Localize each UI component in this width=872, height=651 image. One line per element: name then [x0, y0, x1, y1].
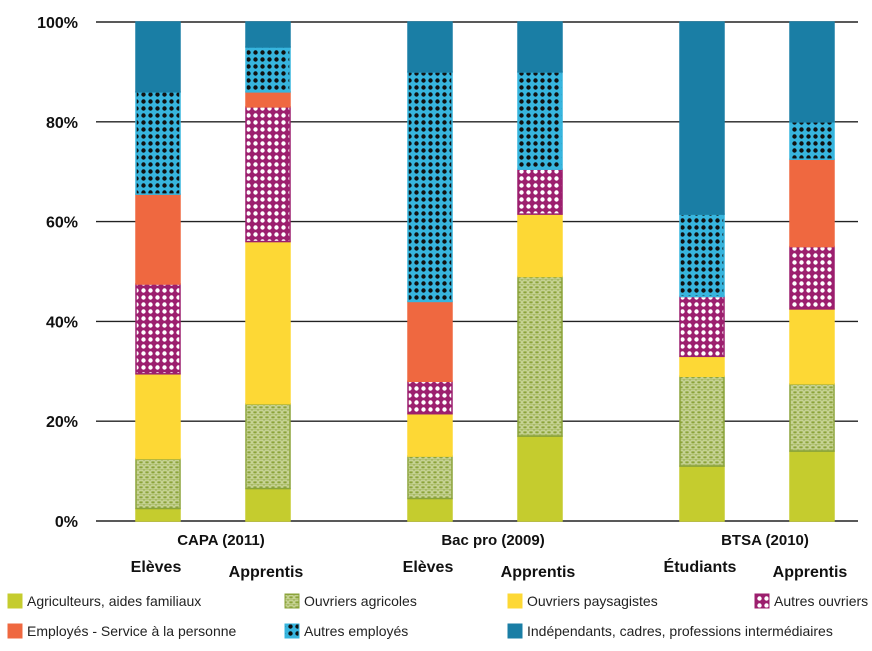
legend-swatch [507, 623, 523, 639]
bar-segment [789, 121, 835, 160]
bar-segment [245, 91, 291, 108]
legend-swatch [284, 593, 300, 609]
x-category-label: Apprentis [501, 564, 576, 581]
x-group-label: CAPA (2011) [177, 532, 265, 549]
y-tick-label: 40% [46, 314, 78, 331]
bar-segment [407, 21, 453, 73]
x-group-label: Bac pro (2009) [441, 532, 544, 549]
bar-segment [517, 21, 563, 73]
bar-segment [789, 308, 835, 385]
bar-segment [517, 71, 563, 170]
legend-swatch [7, 593, 23, 609]
bar-segment [517, 213, 563, 278]
bar-segment [679, 295, 725, 358]
y-tick-label: 80% [46, 115, 78, 132]
legend-swatch [7, 623, 23, 639]
bar-segment [789, 450, 835, 522]
bar-segment [789, 158, 835, 248]
bar-segment [245, 21, 291, 48]
bar-segment [679, 465, 725, 522]
x-group-label: BTSA (2010) [721, 532, 809, 549]
bar-segment [407, 455, 453, 500]
legend-label: Agriculteurs, aides familiaux [27, 593, 201, 609]
legend-label: Ouvriers paysagistes [527, 593, 658, 609]
legend-label: Indépendants, cadres, professions interm… [527, 623, 833, 639]
bar-segment [407, 380, 453, 415]
legend-label: Autres ouvriers [774, 593, 868, 609]
bar-segment [517, 275, 563, 437]
bar-segment [245, 487, 291, 522]
bar-segment [135, 193, 181, 285]
bar-segment [679, 21, 725, 215]
bar-segment [245, 46, 291, 93]
bar-segment [407, 300, 453, 383]
y-axis-ticks: 0% 20% 40% 60% 80% 100% [37, 15, 78, 531]
bar-segment [135, 91, 181, 195]
bar-segment [407, 497, 453, 522]
bar-segment [135, 373, 181, 460]
bar-segment [135, 283, 181, 375]
bar-segment [517, 168, 563, 215]
y-tick-label: 0% [55, 514, 78, 531]
bar-segment [135, 21, 181, 93]
legend-label: Ouvriers agricoles [304, 593, 417, 609]
bar-segment [135, 507, 181, 522]
x-category-label: Elèves [403, 559, 454, 576]
y-tick-label: 100% [37, 15, 78, 32]
x-category-label: Apprentis [773, 564, 848, 581]
bar-segment [135, 457, 181, 510]
x-axis-labels: CAPA (2011) Bac pro (2009) BTSA (2010) Elèv… [131, 532, 848, 581]
y-tick-label: 60% [46, 215, 78, 232]
legend: Agriculteurs, aides familiaux Ouvriers ag… [7, 593, 868, 639]
bar-segment [517, 435, 563, 522]
bar-segment [245, 106, 291, 243]
legend-label: Autres employés [304, 623, 408, 639]
bar-segment [789, 21, 835, 123]
bar-segment [245, 402, 291, 490]
legend-swatch [754, 593, 770, 609]
bar-segment [679, 355, 725, 378]
x-category-label: Étudiants [664, 557, 737, 576]
bar-segment [245, 240, 291, 405]
bar-segment [407, 71, 453, 303]
legend-swatch [284, 623, 300, 639]
bar-segment [407, 412, 453, 457]
legend-swatch [507, 593, 523, 609]
gridlines [96, 21, 858, 522]
bar-segment [789, 245, 835, 310]
x-category-label: Apprentis [229, 564, 304, 581]
bar-segment [789, 383, 835, 452]
bar-segment [679, 375, 725, 467]
y-tick-label: 20% [46, 414, 78, 431]
x-category-label: Elèves [131, 559, 182, 576]
bars [135, 21, 835, 522]
legend-label: Employés - Service à la personne [27, 623, 237, 639]
bar-segment [679, 213, 725, 298]
